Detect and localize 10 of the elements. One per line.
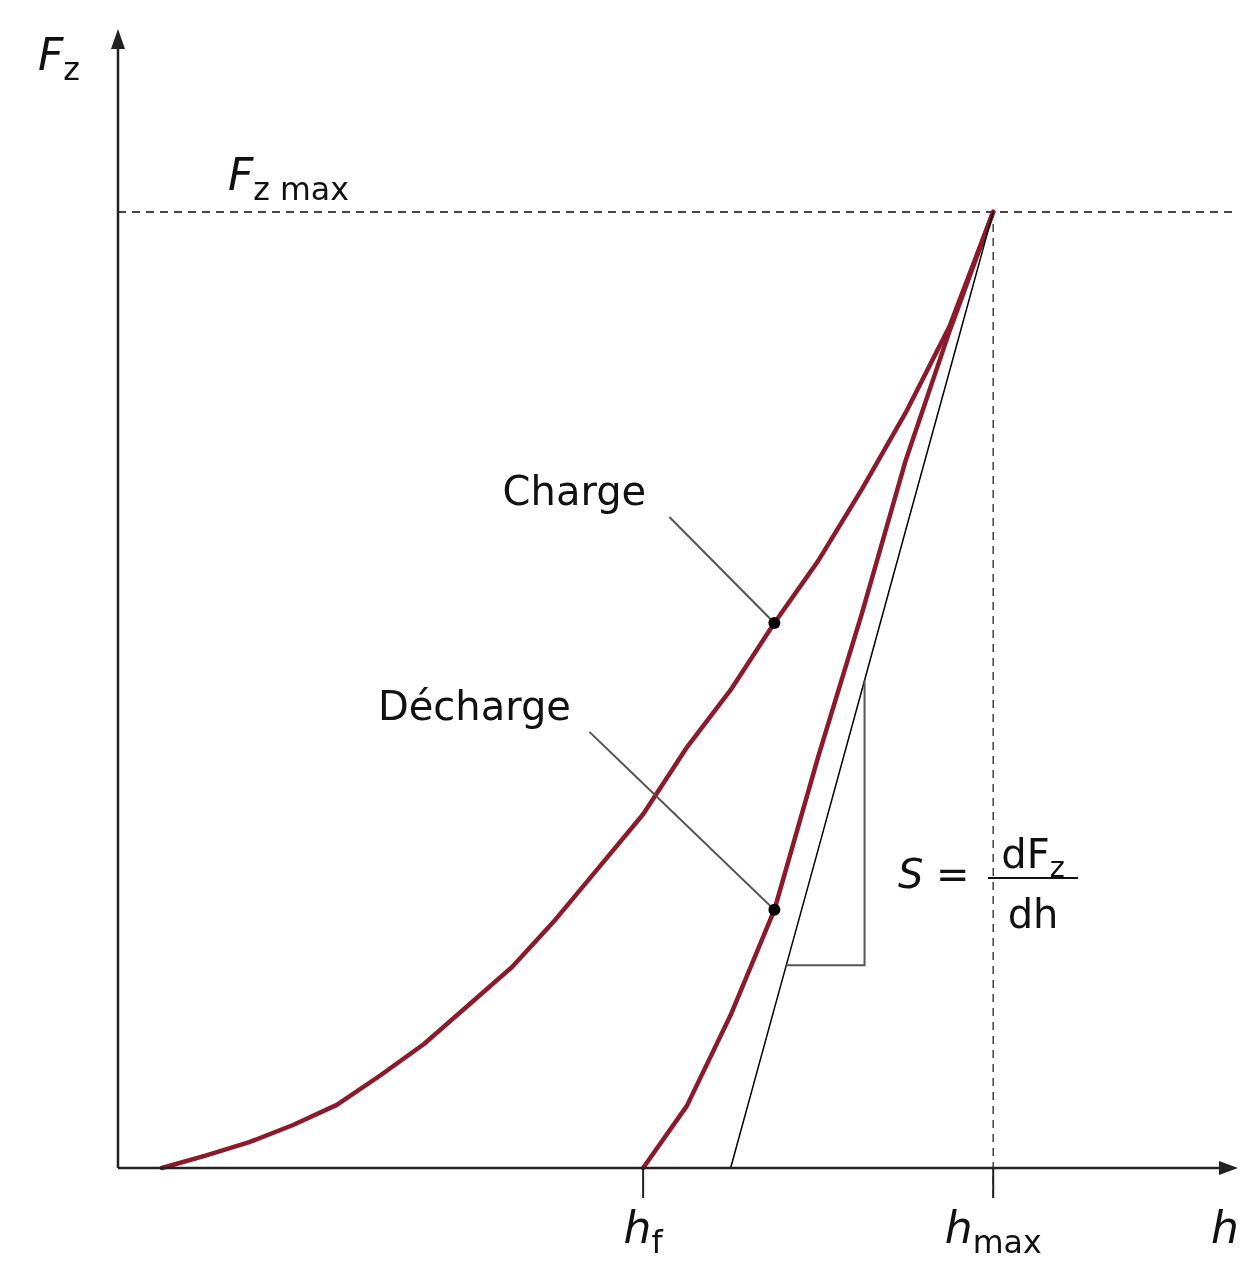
annotation: S =: [898, 851, 970, 897]
y-axis-title: F$_{z}$: [38, 29, 80, 87]
x-tick-label: h$_{max}$: [944, 1202, 1042, 1260]
ref-line-label: F$_{z max}$: [228, 148, 350, 207]
text: Décharge: [377, 682, 571, 729]
annotation: dh: [1007, 891, 1059, 937]
text: Charge: [502, 468, 647, 515]
annotation: dF$_{z}$: [1001, 831, 1065, 884]
x-tick-label: h$_{f}$: [623, 1202, 664, 1260]
x-axis-title: h: [1211, 1202, 1239, 1253]
